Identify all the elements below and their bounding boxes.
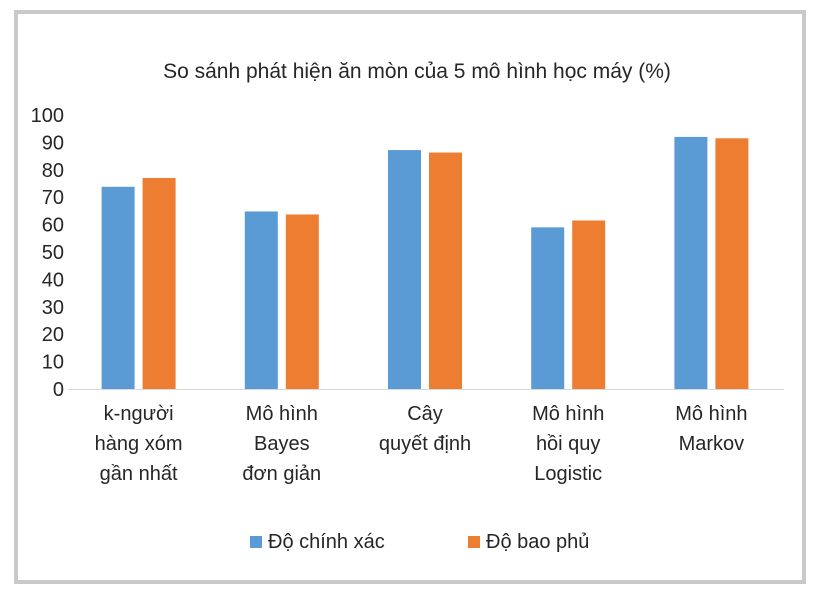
y-tick-label: 60 <box>42 215 64 237</box>
bar-accuracy <box>101 186 135 389</box>
category-label: Cây quyết định <box>379 403 471 455</box>
y-tick-label: 100 <box>31 105 64 127</box>
category-label: Mô hình Markov <box>675 403 747 455</box>
category-label: k-người hàng xóm gần nhất <box>95 403 183 485</box>
bar-accuracy <box>531 227 565 389</box>
category-label: Mô hình Bayes đơn giản <box>242 403 321 485</box>
y-tick-label: 20 <box>42 324 64 346</box>
y-tick-label: 40 <box>42 269 64 291</box>
chart-title: So sánh phát hiện ăn mòn của 5 mô hình h… <box>163 60 671 83</box>
legend-label: Độ chính xác <box>268 531 385 553</box>
y-tick-label: 80 <box>42 160 64 182</box>
y-tick-label: 10 <box>42 352 64 374</box>
legend-swatch-coverage <box>468 536 480 548</box>
chart-axes: 0 10 20 30 40 50 60 70 80 90 100 <box>31 105 784 401</box>
category-label: Mô hình hồi quy Logistic <box>532 403 604 485</box>
legend-swatch-accuracy <box>250 536 262 548</box>
bar-coverage <box>429 152 462 389</box>
y-tick-label: 0 <box>53 379 64 401</box>
bar-accuracy <box>674 136 708 389</box>
bar-accuracy <box>244 211 278 389</box>
bar-coverage <box>285 214 319 389</box>
bar-coverage <box>715 138 749 389</box>
bar-coverage <box>572 220 606 389</box>
y-tick-label: 50 <box>42 242 64 264</box>
y-tick-label: 90 <box>42 132 64 154</box>
bar-coverage <box>142 178 176 389</box>
bar-accuracy <box>388 150 421 389</box>
y-tick-label: 70 <box>42 187 64 209</box>
legend-label: Độ bao phủ <box>486 531 589 553</box>
y-tick-label: 30 <box>42 297 64 319</box>
chart-bars <box>101 136 749 389</box>
category-labels: k-người hàng xóm gần nhất Mô hình Bayes đơn g… <box>95 403 748 485</box>
chart-legend: Độ chính xác Độ bao phủ <box>250 531 589 553</box>
